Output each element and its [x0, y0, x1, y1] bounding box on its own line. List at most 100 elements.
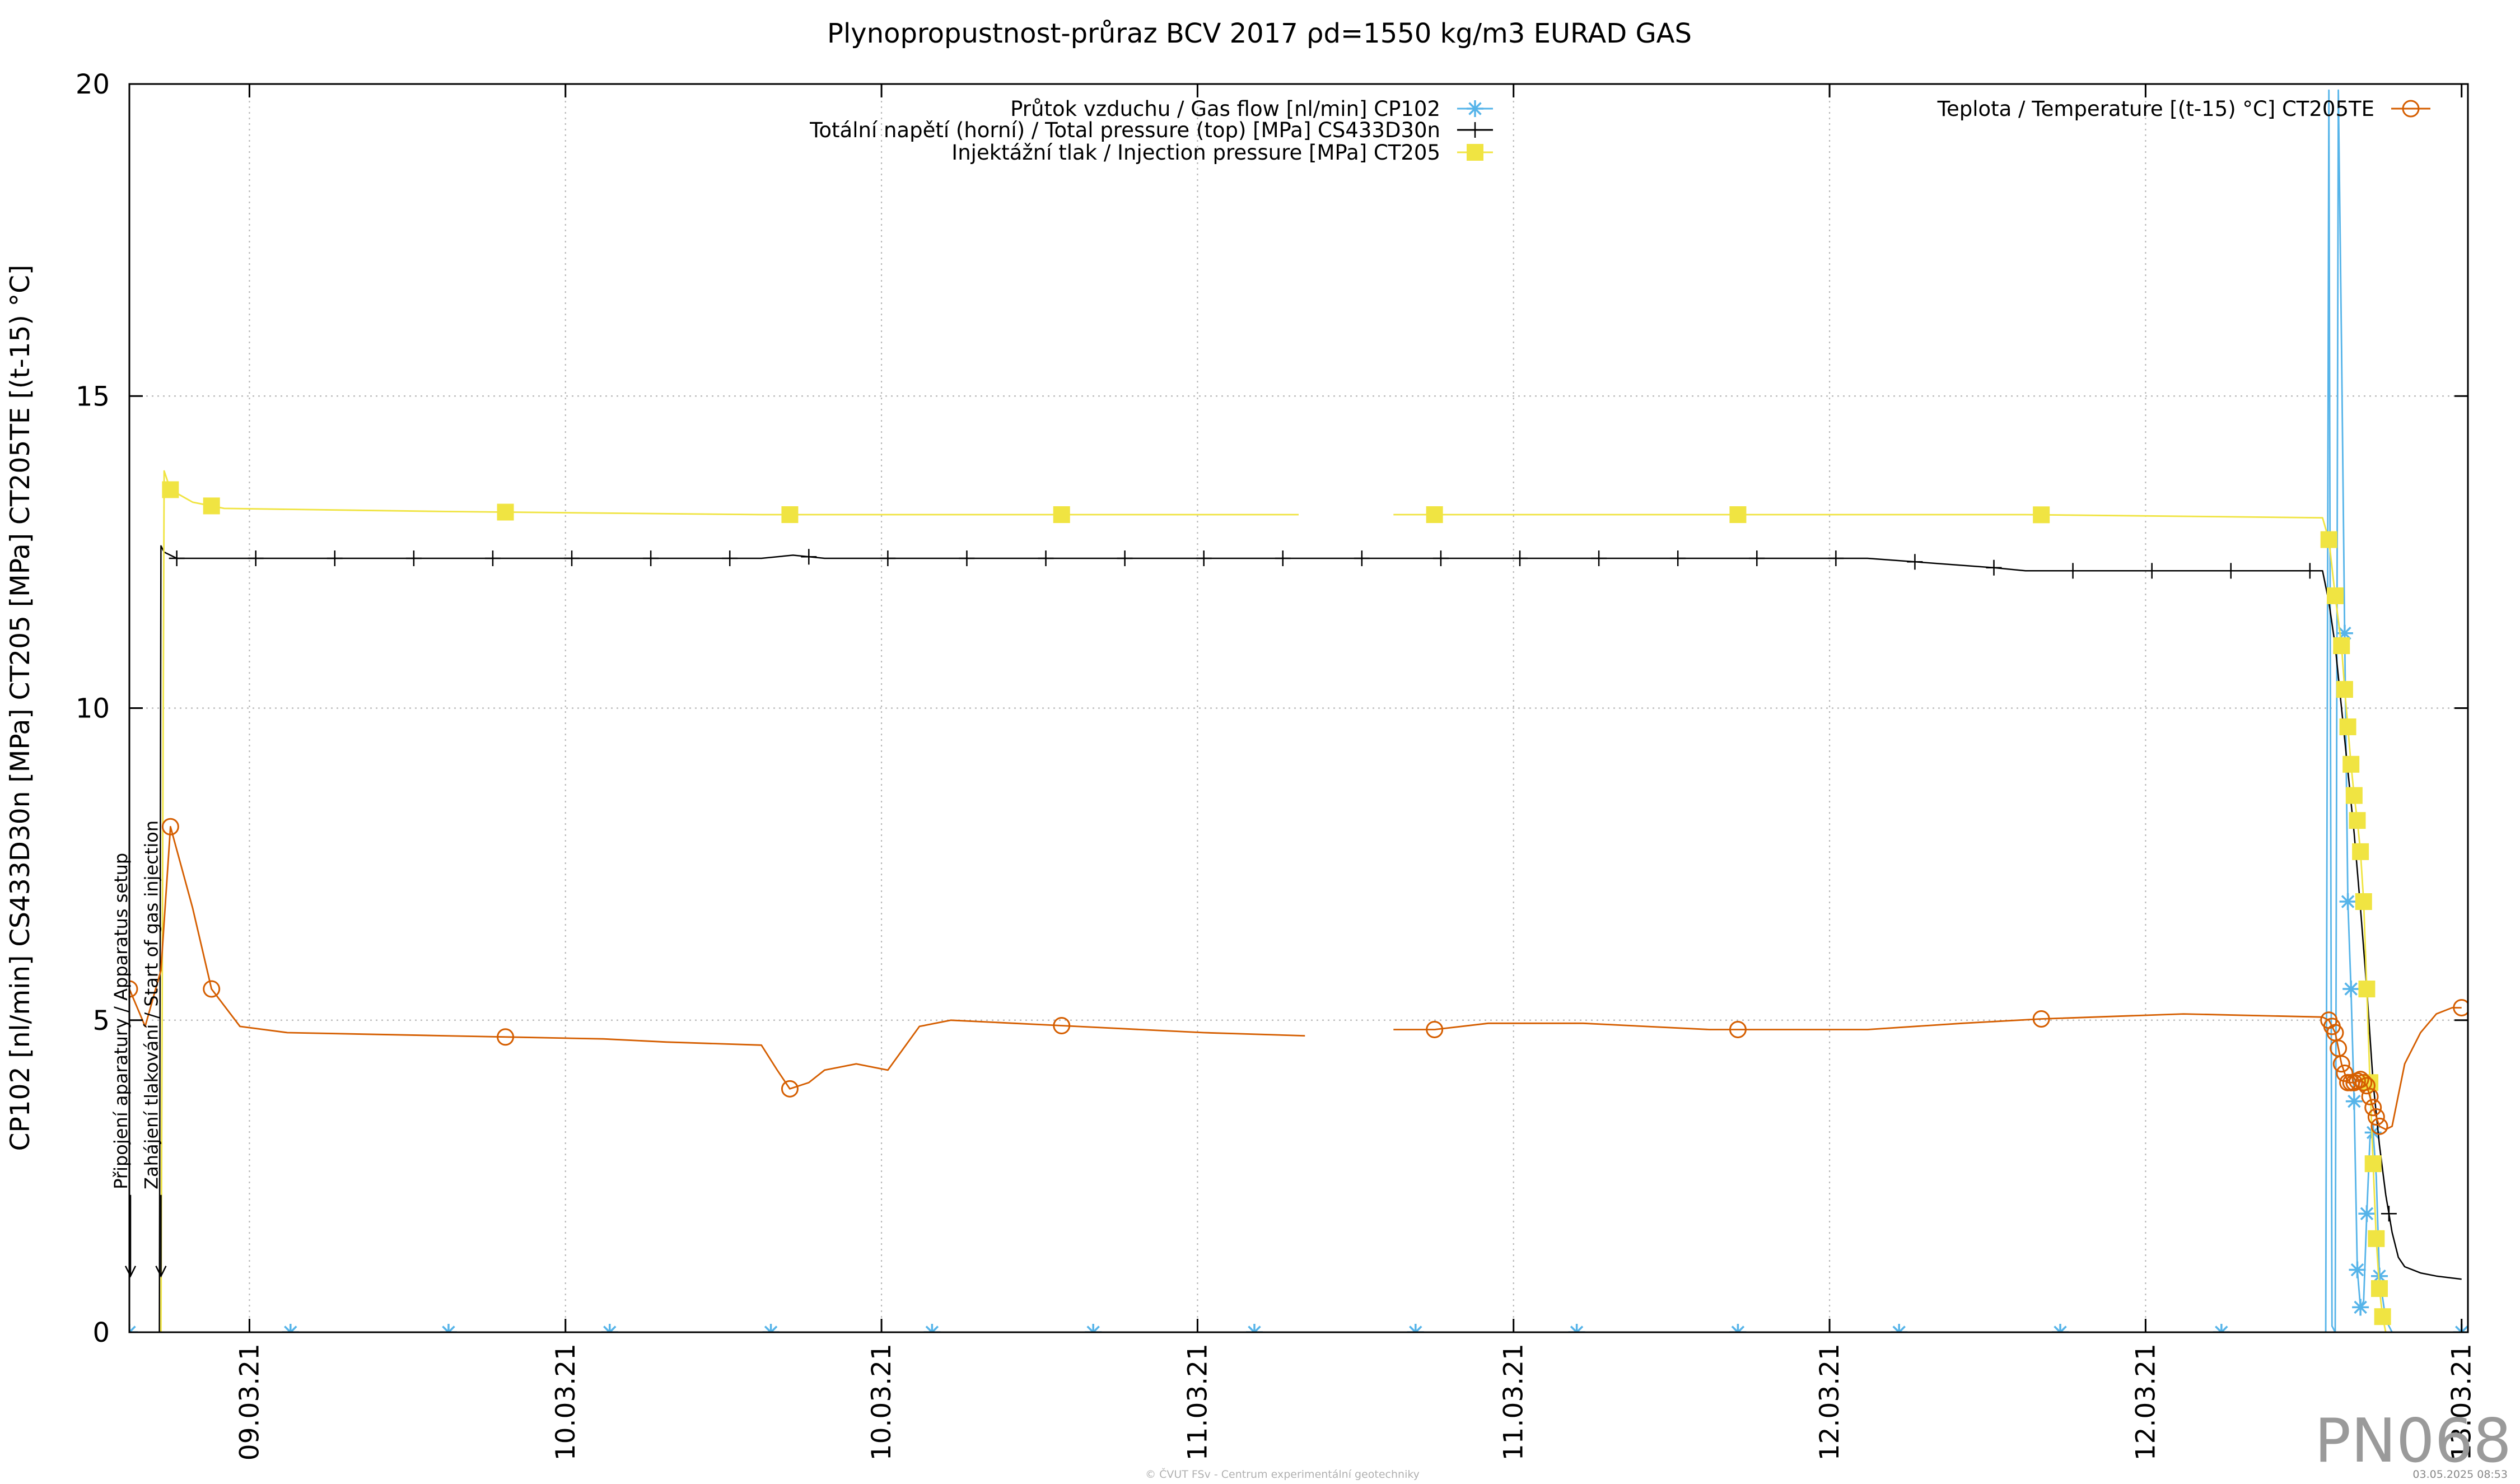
y-tick-label: 5 [92, 1005, 110, 1037]
data-point-gas-flow [1729, 1324, 1747, 1332]
y-tick-label: 10 [76, 693, 110, 725]
data-point-temperature [2453, 998, 2468, 1016]
x-tick-label: 13.03.21 [2447, 1343, 2477, 1460]
data-point-temperature [2355, 1074, 2373, 1091]
data-point-total-pressure [2065, 563, 2081, 579]
data-point-total-pressure [1828, 550, 1844, 567]
data-point-gas-flow [282, 1324, 299, 1332]
data-point-gas-flow [2345, 1093, 2363, 1110]
data-point-injection-pressure [162, 481, 179, 498]
data-point-total-pressure [1038, 550, 1054, 567]
data-point-temperature [2032, 1010, 2050, 1028]
series-line-gas-flow [129, 89, 2462, 1332]
legend-swatch-marker [1467, 144, 1483, 161]
series-line-temperature [129, 825, 2462, 1131]
annotation-arrowhead [124, 1266, 137, 1278]
annotation-label: Zahájení tlakování / Start of gas inject… [141, 820, 162, 1189]
data-point-injection-pressure [2364, 1155, 2382, 1173]
data-point-injection-pressure [2033, 506, 2050, 524]
data-point-temperature [1426, 1020, 1444, 1038]
data-point-total-pressure [880, 550, 896, 567]
data-point-total-pressure [1591, 550, 1607, 567]
y-tick-label: 20 [76, 69, 110, 100]
data-point-gas-flow [2339, 893, 2356, 910]
data-point-injection-pressure [1729, 506, 1747, 524]
data-point-gas-flow [1407, 1324, 1424, 1332]
data-point-total-pressure [1907, 554, 1923, 570]
y-axis: 0 5 10 15 20 [76, 69, 2468, 1348]
data-point-temperature [161, 818, 179, 836]
x-tick-label: 09.03.21 [234, 1343, 265, 1460]
x-tick-label: 12.03.21 [1814, 1343, 1845, 1460]
y-axis-label: CP102 [nl/min] CS433D30n [MPa] CT205 [MP… [5, 265, 36, 1151]
data-point-temperature [129, 980, 138, 998]
data-point-gas-flow [2358, 1205, 2376, 1222]
grid [129, 84, 2468, 1332]
data-point-injection-pressure [203, 497, 220, 515]
data-point-gas-flow [2213, 1324, 2230, 1332]
data-point-injection-pressure [2336, 681, 2353, 698]
annotation-arrowhead [155, 1266, 167, 1278]
data-point-total-pressure [1670, 550, 1686, 567]
data-point-total-pressure [643, 550, 659, 567]
legend: Průtok vzduchu / Gas flow [nl/min] CP102… [809, 97, 2430, 165]
data-point-injection-pressure [2355, 893, 2372, 910]
data-point-total-pressure [1986, 559, 2002, 576]
data-point-total-pressure [405, 550, 422, 567]
data-point-injection-pressure [497, 503, 514, 521]
data-point-total-pressure [2144, 563, 2160, 579]
data-point-gas-flow [2349, 1261, 2366, 1278]
data-point-gas-flow [762, 1324, 780, 1332]
data-point-injection-pressure [2358, 981, 2376, 998]
data-point-temperature [1053, 1017, 1071, 1035]
data-point-gas-flow [1568, 1324, 1585, 1332]
x-tick-label: 12.03.21 [2130, 1343, 2161, 1460]
data-point-gas-flow [601, 1324, 618, 1332]
data-point-total-pressure [564, 550, 580, 567]
data-point-gas-flow [1891, 1324, 1908, 1332]
data-point-total-pressure [248, 550, 264, 567]
data-point-temperature [2336, 1064, 2354, 1082]
data-point-injection-pressure [2352, 843, 2369, 860]
data-point-temperature [2351, 1071, 2369, 1089]
data-point-gas-flow [1245, 1324, 1263, 1332]
data-point-injection-pressure [2368, 1230, 2385, 1247]
data-point-total-pressure [1117, 550, 1133, 567]
data-point-total-pressure [1512, 550, 1528, 567]
data-point-total-pressure [959, 550, 975, 567]
data-point-gas-flow [923, 1324, 941, 1332]
x-tick-label: 10.03.21 [866, 1343, 897, 1460]
data-point-temperature [2364, 1099, 2382, 1117]
data-point-injection-pressure [1426, 506, 1443, 524]
data-point-injection-pressure [1053, 506, 1070, 524]
footer-date: 03.05.2025 08:53 [2412, 1468, 2508, 1481]
data-point-injection-pressure [2342, 755, 2360, 773]
data-point-gas-flow [2352, 1299, 2369, 1316]
data-point-injection-pressure [2333, 637, 2350, 655]
legend-swatch-marker [1467, 122, 1483, 138]
legend-swatch-marker [1467, 100, 1483, 117]
y-tick-label: 15 [76, 381, 110, 412]
footer-credit: © ČVUT FSv - Centrum experimentální geot… [1145, 1467, 1420, 1481]
data-point-injection-pressure [2326, 587, 2344, 604]
x-tick-label: 10.03.21 [550, 1343, 581, 1460]
data-point-total-pressure [1275, 550, 1291, 567]
data-point-injection-pressure [2374, 1308, 2391, 1326]
data-point-total-pressure [2223, 563, 2239, 579]
data-point-total-pressure [2302, 563, 2318, 579]
watermark-label: PN068 [2314, 1406, 2512, 1476]
data-point-temperature [2332, 1055, 2350, 1073]
data-point-total-pressure [1432, 550, 1449, 567]
annotation-layer: Připojení aparatury / Apparatus setup Zah… [110, 820, 167, 1278]
y-tick-label: 0 [92, 1317, 110, 1348]
data-point-total-pressure [2381, 1206, 2397, 1222]
legend-swatch-marker [2402, 100, 2420, 118]
series-line-injection-pressure [160, 470, 2411, 1332]
data-point-total-pressure [484, 550, 501, 567]
data-point-total-pressure [1354, 550, 1370, 567]
data-point-total-pressure [1196, 550, 1212, 567]
legend-label: Totální napětí (horní) / Total pressure … [809, 118, 1440, 142]
data-point-injection-pressure [2320, 531, 2337, 548]
data-point-temperature [497, 1028, 515, 1046]
